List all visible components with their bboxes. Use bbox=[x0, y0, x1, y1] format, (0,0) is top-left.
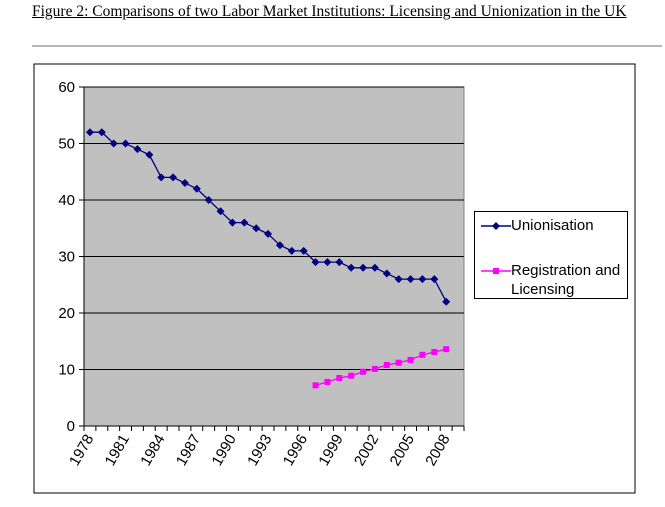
data-point-unionisation bbox=[311, 258, 320, 267]
data-point-unionisation bbox=[335, 258, 344, 267]
data-point-unionisation bbox=[157, 173, 166, 182]
y-tick-label: 40 bbox=[58, 192, 75, 209]
data-point-registration-and-licensing bbox=[312, 382, 319, 389]
legend-item-unionisation: Unionisation bbox=[481, 216, 626, 235]
data-point-unionisation bbox=[180, 179, 189, 188]
data-point-unionisation bbox=[228, 218, 237, 227]
data-point-registration-and-licensing bbox=[407, 356, 414, 363]
data-point-unionisation bbox=[382, 269, 391, 278]
data-point-unionisation bbox=[121, 139, 130, 148]
data-point-registration-and-licensing bbox=[419, 351, 426, 358]
y-tick-label: 60 bbox=[58, 79, 75, 96]
figure-caption: Figure 2: Comparisons of two Labor Marke… bbox=[32, 3, 627, 20]
data-point-unionisation bbox=[85, 128, 94, 137]
data-point-unionisation bbox=[109, 139, 118, 148]
data-point-registration-and-licensing bbox=[324, 378, 331, 385]
data-point-unionisation bbox=[145, 150, 154, 159]
y-tick-labels: 0 10 20 30 40 50 60 bbox=[58, 79, 75, 435]
y-tick-label: 10 bbox=[58, 362, 75, 379]
data-point-unionisation bbox=[406, 275, 415, 284]
data-point-unionisation bbox=[347, 263, 356, 272]
y-tick-label: 30 bbox=[58, 249, 75, 266]
data-point-unionisation bbox=[216, 207, 225, 216]
data-point-unionisation bbox=[287, 246, 296, 255]
data-point-registration-and-licensing bbox=[336, 374, 343, 381]
data-point-unionisation bbox=[97, 128, 106, 137]
data-point-unionisation bbox=[418, 275, 427, 284]
data-point-unionisation bbox=[240, 218, 249, 227]
data-point-unionisation bbox=[323, 258, 332, 267]
data-point-registration-and-licensing bbox=[371, 365, 378, 372]
data-point-registration-and-licensing bbox=[360, 368, 367, 375]
chart-legend: Unionisation Registration and Licensing bbox=[474, 211, 628, 299]
data-point-registration-and-licensing bbox=[395, 359, 402, 366]
data-point-unionisation bbox=[169, 173, 178, 182]
series-layer bbox=[85, 128, 451, 389]
y-tick-label: 50 bbox=[58, 136, 75, 153]
legend-key-unionisation bbox=[481, 216, 511, 234]
data-point-unionisation bbox=[370, 263, 379, 272]
data-point-unionisation bbox=[204, 196, 213, 204]
gridlines bbox=[84, 86, 464, 370]
legend-key-registration-licensing bbox=[481, 261, 511, 279]
legend-label-unionisation: Unionisation bbox=[511, 217, 594, 234]
data-point-unionisation bbox=[430, 275, 439, 284]
data-point-registration-and-licensing bbox=[348, 372, 355, 379]
data-point-unionisation bbox=[264, 229, 273, 238]
data-point-registration-and-licensing bbox=[431, 348, 438, 355]
data-point-unionisation bbox=[192, 184, 201, 193]
y-tick-label: 20 bbox=[58, 305, 75, 322]
data-point-unionisation bbox=[442, 297, 451, 306]
legend-item-registration-licensing: Registration and Licensing bbox=[481, 261, 626, 299]
legend-label-registration-licensing: Registration and Licensing bbox=[511, 262, 621, 298]
data-point-unionisation bbox=[394, 275, 403, 284]
data-point-registration-and-licensing bbox=[383, 361, 390, 368]
data-point-unionisation bbox=[133, 145, 142, 154]
y-tick-label: 0 bbox=[67, 418, 75, 435]
data-point-unionisation bbox=[252, 224, 261, 233]
data-point-registration-and-licensing bbox=[443, 346, 450, 353]
data-point-unionisation bbox=[359, 263, 368, 272]
data-point-unionisation bbox=[275, 241, 284, 250]
data-point-unionisation bbox=[299, 246, 308, 255]
axes bbox=[79, 86, 465, 431]
caption-rule bbox=[32, 45, 662, 47]
